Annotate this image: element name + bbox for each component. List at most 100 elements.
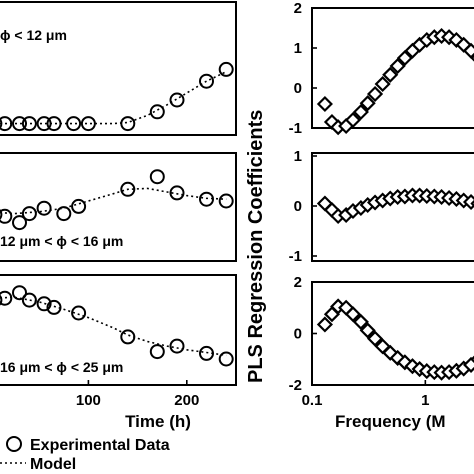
x-tick-label: 1 [421,392,429,409]
data-point-left-bottom [36,296,52,312]
plot-area-left-bottom [0,285,234,367]
coefficient-point-right-bottom [352,313,369,330]
coefficient-point-right-middle [470,199,474,208]
panel-left-middle: 12 μm < ϕ < 16 μm [0,152,237,262]
data-point-left-middle [199,191,214,207]
coefficient-point-right-top [359,95,376,112]
coefficient-point-right-bottom [396,354,413,371]
y-tick-label: 0 [294,198,302,215]
data-point-left-top [80,116,96,132]
data-point-left-top [199,73,214,89]
data-point-left-bottom [149,344,165,360]
panel-left-bottom: 16 μm < ϕ < 25 μm 100 200 Time (h) [0,274,237,431]
data-point-left-bottom [46,299,62,315]
plot-area-right-bottom [316,298,474,381]
x-ticks-right-bottom: 0.1 1 [302,380,430,409]
data-point-left-top [149,104,165,120]
panel-right-top: -1 0 1 2 [289,0,474,137]
plot-area-left-top [0,61,234,132]
model-line-left-bottom [0,296,227,357]
axes-frame-left-top [0,1,237,136]
coefficient-point-right-top [396,49,413,67]
panel-right-bottom: -202 0.1 1 Frequency (M [289,274,474,431]
y-tick-label: -2 [289,377,302,394]
coefficient-point-right-bottom [366,330,384,347]
x-axis-label-time: Time (h) [125,412,191,431]
legend-label-experimental: Experimental Data [30,437,170,454]
y-tick-label: 1 [294,40,302,57]
y-ticks-right-top: -1 0 1 2 [289,0,317,137]
plot-area-right-top [316,27,474,136]
coefficient-point-right-bottom [382,344,399,361]
coefficient-point-right-top [352,103,369,121]
y-tick-label: 0 [294,326,302,343]
legend: Experimental Data Model [0,436,170,473]
data-point-left-top [21,116,37,132]
data-point-left-top [218,61,234,77]
panel-right-middle: -1 0 1 [289,148,474,265]
coefficient-point-right-top [344,111,362,129]
data-point-left-top [120,116,136,132]
data-point-left-bottom [71,305,87,321]
data-point-left-middle [21,206,37,222]
x-tick-label: 0.1 [302,392,323,409]
data-point-left-top [169,92,185,108]
data-point-left-top [66,116,82,132]
axes-frame-left-bottom [0,274,237,386]
y-tick-label: -1 [289,248,302,265]
coefficient-point-right-bottom [462,356,474,373]
coefficient-point-right-top [374,75,391,93]
plot-area-right-middle [316,187,474,225]
data-point-left-middle [56,206,72,222]
axes-frame-right-middle [311,152,474,262]
y-axis-label-pls: PLS Regression Coefficients [245,110,267,383]
y-tick-label: 1 [294,148,302,165]
data-point-left-bottom [12,285,27,301]
y-tick-label: 2 [294,274,302,291]
data-point-left-top [46,116,62,132]
coefficient-point-right-bottom [344,306,362,323]
coefficient-point-right-top [389,57,406,75]
axes-frame-left-middle [0,152,237,262]
data-point-left-bottom [199,345,214,361]
data-point-left-middle [169,185,185,201]
model-line-left-middle [0,187,227,215]
data-point-left-middle [149,169,165,185]
y-ticks-right-bottom: -2 0 2 [289,274,317,394]
plot-area-left-middle [0,169,234,231]
data-point-left-bottom [120,329,136,345]
x-ticks-left-bottom: 100 200 [76,380,199,409]
data-point-left-middle [71,198,87,214]
coefficient-point-right-top [462,42,474,59]
coefficient-point-right-bottom [470,355,474,363]
x-axis-label-frequency: Frequency (M [335,412,446,431]
annotation-left-bottom: 16 μm < ϕ < 25 μm [0,359,123,375]
x-tick-label: 100 [76,392,101,409]
data-point-left-bottom [0,294,3,306]
legend-label-model: Model [30,456,76,473]
axes-frame-right-top [311,7,474,129]
coefficient-point-right-bottom [316,316,333,333]
coefficient-point-right-middle [462,193,474,211]
annotation-left-top: ϕ < 12 μm [0,27,67,43]
coefficient-point-right-top [470,54,474,62]
data-point-left-middle [36,200,52,216]
y-tick-label: 0 [294,80,302,97]
data-point-left-bottom [169,338,185,354]
coefficient-point-right-top [366,85,384,103]
data-point-left-middle [218,193,234,209]
coefficient-point-right-top [382,66,399,83]
data-point-left-middle [12,215,27,231]
data-point-left-bottom [218,351,234,367]
data-point-left-middle [0,209,3,220]
data-point-left-middle [0,208,13,224]
y-tick-label: 2 [294,0,302,17]
x-tick-label: 200 [174,392,199,409]
y-tick-label: -1 [289,120,302,137]
y-ticks-right-middle: -1 0 1 [289,148,317,265]
model-line-left-top [0,70,227,125]
annotation-left-middle: 12 μm < ϕ < 16 μm [0,233,123,249]
panel-left-top: ϕ < 12 μm [0,1,237,136]
legend-marker-circle [6,436,22,452]
